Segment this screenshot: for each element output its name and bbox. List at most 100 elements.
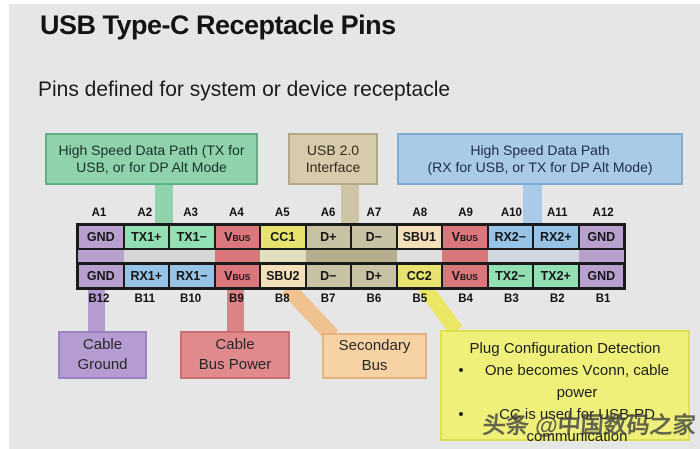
pin-label: B2 xyxy=(549,293,565,305)
connector-power-stem xyxy=(227,289,244,333)
callout-secondary-bus: Secondary Bus xyxy=(322,333,427,379)
connector-usb2-stem xyxy=(341,184,359,225)
pin-cell-vbus: V BUS xyxy=(214,225,260,249)
page-subtitle: Pins defined for system or device recept… xyxy=(38,78,451,101)
callout-usb2-line1: USB 2.0 xyxy=(306,142,360,158)
pin-bridge xyxy=(351,250,397,263)
pin-cell-cc1: CC1 xyxy=(260,225,306,249)
watermark: 头条 @中国数码之家 xyxy=(481,412,697,438)
pin-label: A3 xyxy=(183,207,198,219)
pin-label: A5 xyxy=(274,207,290,219)
connector-tx-stem xyxy=(155,184,173,225)
pin-bridge xyxy=(78,250,124,263)
callout-high-speed-tx-line1: High Speed Data Path (TX for xyxy=(58,142,245,158)
pin-label: A2 xyxy=(137,207,153,219)
callout-usb2-line2: Interface xyxy=(305,159,361,175)
callout-usb2-interface: USB 2.0 Interface xyxy=(288,133,378,185)
pin-label: A9 xyxy=(458,207,473,219)
plug-config-bullet-2: • CC is used for USB-PD communication xyxy=(442,404,688,448)
pin-cell-gnd: GND xyxy=(78,264,124,288)
pin-row-b: GND RX1+ RX1− V BUS SBU2 D− D+ CC2 V BUS TX2− TX2+ GN… xyxy=(76,262,626,290)
callout-cable-ground: Cable Ground xyxy=(58,331,147,379)
pin-bridge xyxy=(442,250,488,263)
pin-bridge xyxy=(214,250,260,263)
pin-label: B5 xyxy=(412,293,428,305)
callout-plug-config: Plug Configuration Detection • One becom… xyxy=(440,330,690,445)
pin-gap-row xyxy=(76,250,626,263)
pin-cell-vbus: V BUS xyxy=(442,264,488,288)
pin-bridge xyxy=(260,250,306,263)
pin-cell-tx2−: TX2− xyxy=(487,264,533,288)
pin-cell-sbu1: SBU1 xyxy=(396,225,442,249)
pin-cell-rx1−: RX1− xyxy=(169,264,215,288)
pin-label: A1 xyxy=(91,207,107,219)
pin-cell-sbu2: SBU2 xyxy=(260,264,306,288)
pin-bridge xyxy=(533,250,579,263)
pin-label: B1 xyxy=(595,293,611,305)
callout-high-speed-rx-line2: (RX for USB, or TX for DP Alt Mode) xyxy=(427,159,653,175)
pin-label: B6 xyxy=(366,293,382,305)
pin-cell-d+: D+ xyxy=(305,225,351,249)
pin-label: B4 xyxy=(458,293,473,305)
pin-label: B7 xyxy=(320,293,336,305)
slide-frame-top xyxy=(0,0,700,4)
pin-cell-rx2−: RX2− xyxy=(487,225,533,249)
pin-cell-tx2+: TX2+ xyxy=(533,264,579,288)
pin-label: B9 xyxy=(229,293,244,305)
pin-labels-bottom: B12 B11 B10 B9 B8 B7 B6 B5 B4 B3 B2 B1 xyxy=(76,291,626,307)
pin-labels-top: A1 A2 A3 A4 A5 A6 A7 A8 A9 A10 A11 A12 xyxy=(76,205,626,221)
pin-cell-tx1−: TX1− xyxy=(169,225,215,249)
callout-high-speed-rx: High Speed Data Path (RX for USB, or TX … xyxy=(397,133,683,185)
pin-label: A11 xyxy=(547,207,568,219)
pin-cell-d−: D− xyxy=(305,264,351,288)
pin-bridge xyxy=(396,250,442,263)
pin-label: B11 xyxy=(134,293,155,305)
pin-cell-gnd: GND xyxy=(578,225,624,249)
pin-cell-d+: D+ xyxy=(351,264,397,288)
pin-row-a: GND TX1+ TX1− V BUS CC1 D+ D− SBU1 V BUS RX2− RX2+ GN… xyxy=(76,223,626,251)
pin-bridge xyxy=(578,250,624,263)
pin-cell-rx2+: RX2+ xyxy=(533,225,579,249)
pin-cell-tx1+: TX1+ xyxy=(123,225,169,249)
connector-ground-stem xyxy=(88,289,105,333)
callout-high-speed-tx-line2: USB, or for DP Alt Mode xyxy=(76,159,227,175)
callout-secondary-bus-line2: Bus xyxy=(361,357,388,374)
callout-high-speed-tx: High Speed Data Path (TX for USB, or for… xyxy=(45,133,258,185)
pin-label: A12 xyxy=(592,207,614,219)
callout-cable-bus-power-line1: Cable xyxy=(215,336,255,353)
pin-label: B10 xyxy=(180,293,202,305)
pin-label: B8 xyxy=(274,293,290,305)
pin-label: B12 xyxy=(88,293,110,305)
callout-cable-bus-power: Cable Bus Power xyxy=(180,331,290,379)
callout-high-speed-rx-line1: High Speed Data Path xyxy=(470,142,610,158)
pin-cell-vbus: V BUS xyxy=(442,225,488,249)
pin-label: A10 xyxy=(500,207,522,219)
callout-cable-ground-line2: Ground xyxy=(77,356,128,373)
connector-rx-stem xyxy=(523,184,542,225)
pin-label: B3 xyxy=(504,293,519,305)
pin-label: A7 xyxy=(366,207,382,219)
pin-bridge xyxy=(169,250,215,263)
pin-cell-gnd: GND xyxy=(578,264,624,288)
pin-bridge xyxy=(305,250,351,263)
pin-cell-d−: D− xyxy=(351,225,397,249)
slide-frame-left xyxy=(0,0,9,449)
pin-label: A8 xyxy=(412,207,428,219)
plug-config-bullet-2-text: CC is used for USB-PD communication xyxy=(499,406,655,445)
pin-bridge xyxy=(123,250,169,263)
bullet-icon: • xyxy=(458,406,464,423)
pin-label: A4 xyxy=(229,207,244,219)
callout-cable-ground-line1: Cable xyxy=(82,336,123,353)
pin-cell-vbus: V BUS xyxy=(214,264,260,288)
pin-bridge xyxy=(487,250,533,263)
plug-config-bullet-1-text: One becomes Vconn, cable power xyxy=(484,362,670,401)
pin-cell-gnd: GND xyxy=(78,225,124,249)
pin-cell-rx1+: RX1+ xyxy=(123,264,169,288)
callout-secondary-bus-line1: Secondary xyxy=(338,337,411,354)
bullet-icon: • xyxy=(458,362,464,379)
callout-cable-bus-power-line2: Bus Power xyxy=(198,356,272,373)
plug-config-bullet-1: • One becomes Vconn, cable power xyxy=(442,360,688,404)
pin-cell-cc2: CC2 xyxy=(396,264,442,288)
callout-plug-config-title: Plug Configuration Detection xyxy=(469,340,661,357)
page-title: USB Type-C Receptacle Pins xyxy=(40,10,396,40)
